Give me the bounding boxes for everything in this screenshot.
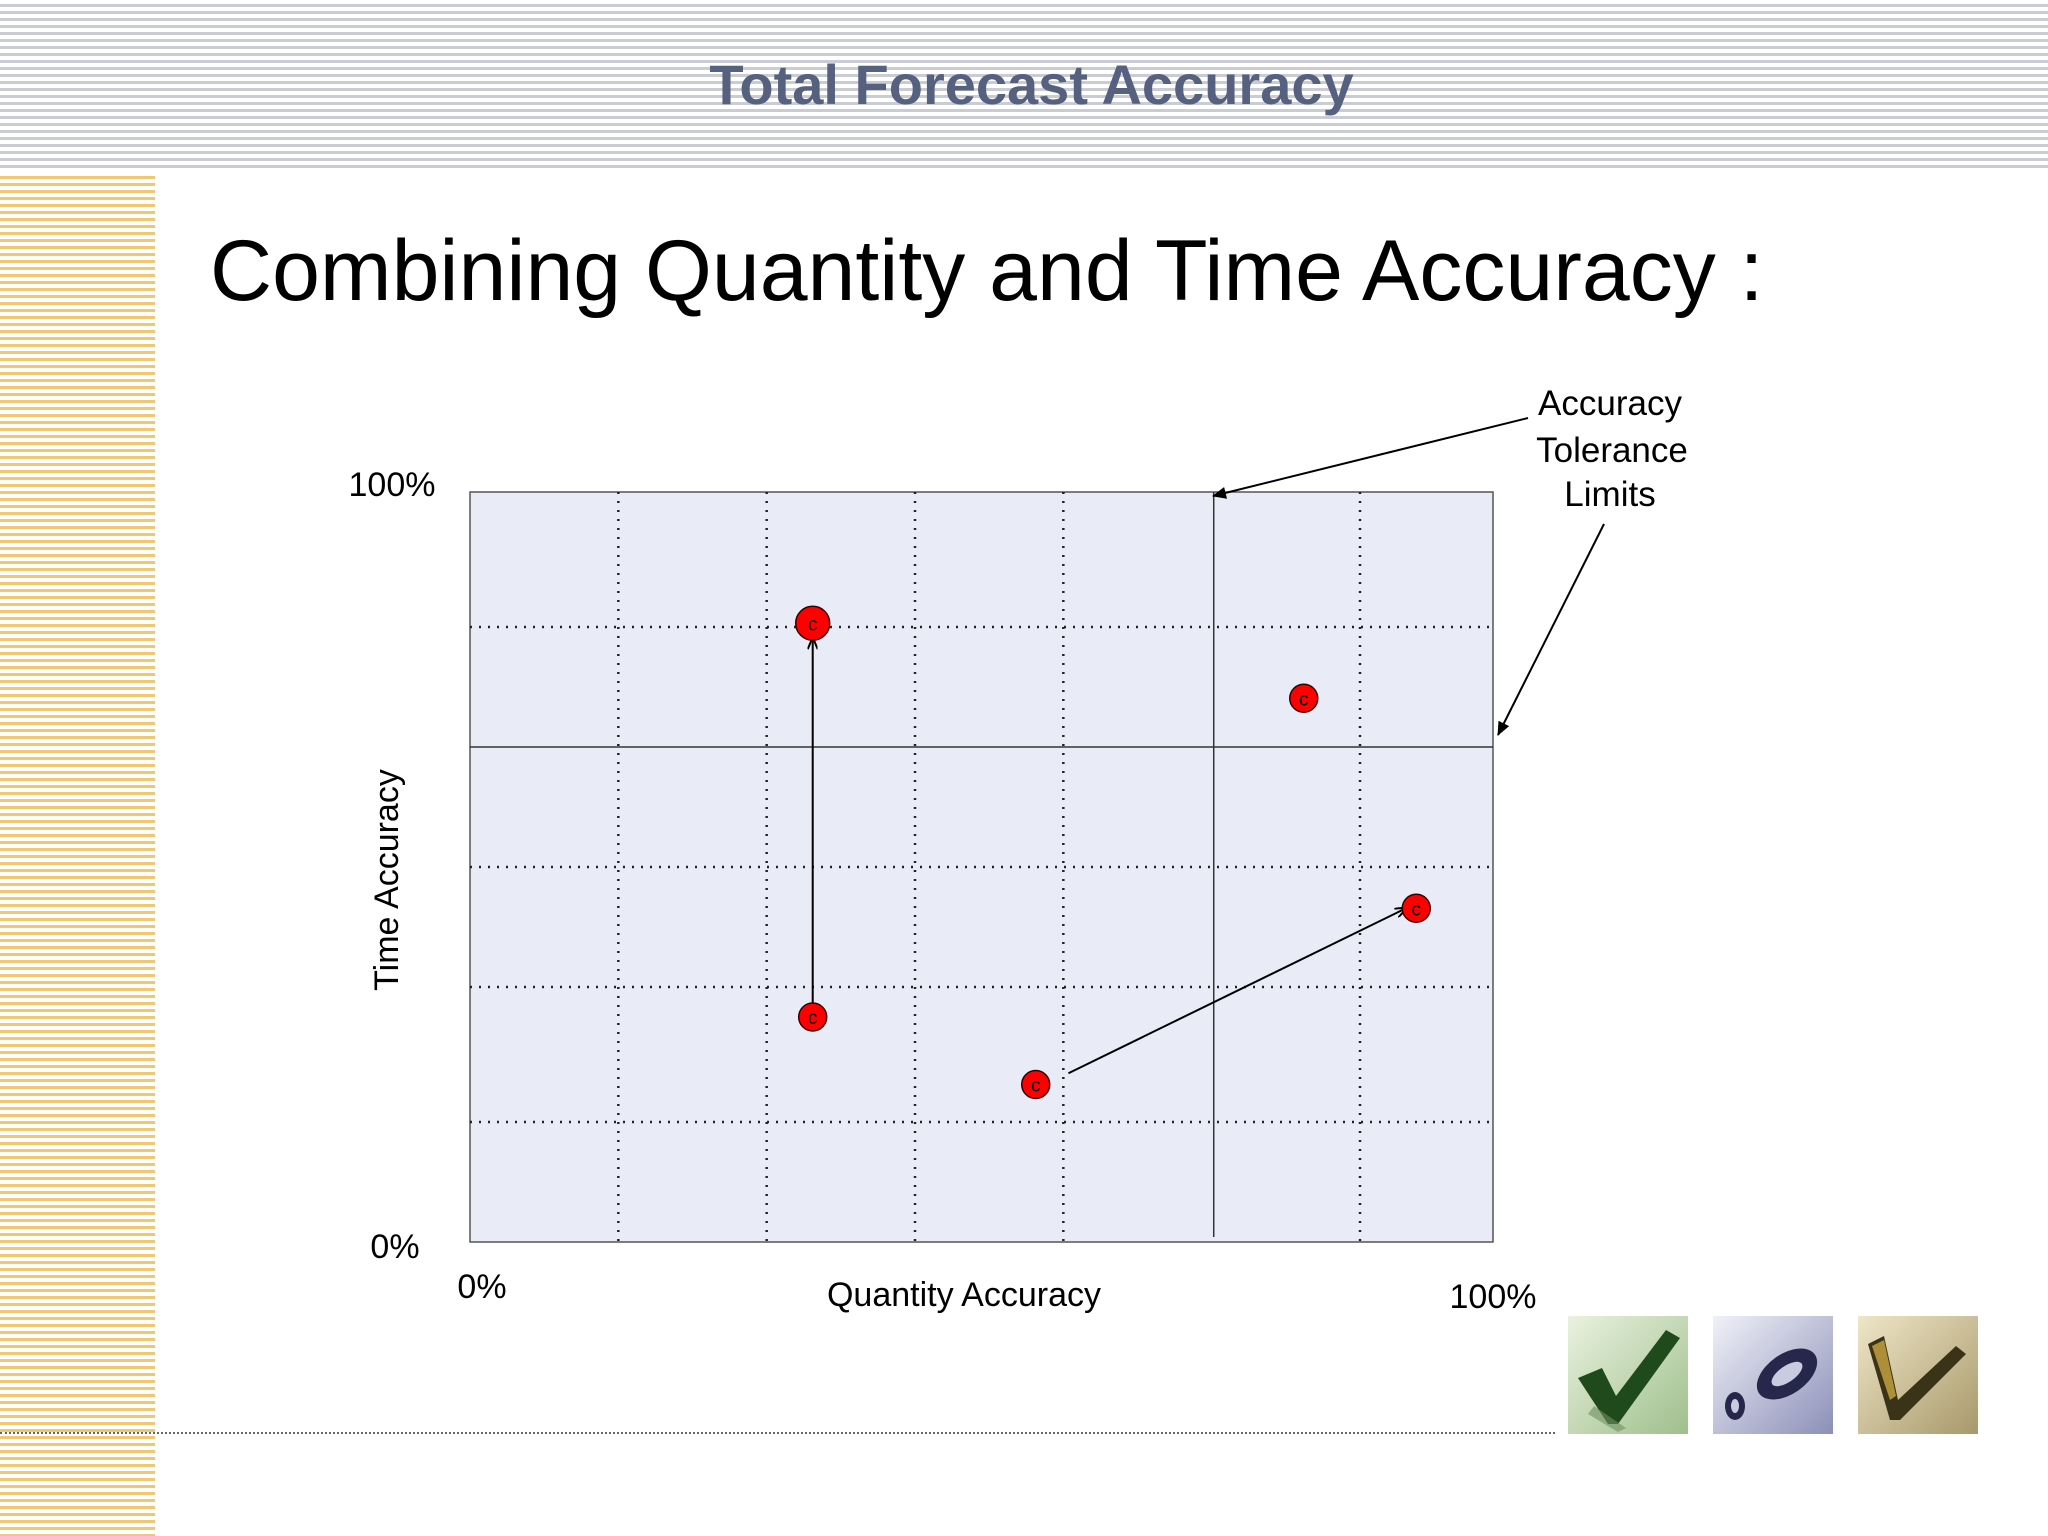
header-title: Total Forecast Accuracy	[709, 53, 1354, 116]
blue-zero-mark-icon	[1713, 1316, 1833, 1434]
axis-ticks: 100% 0% 0% 100%	[349, 466, 1537, 1316]
y-axis-label: Time Accuracy	[368, 769, 406, 991]
data-point-2: c	[1288, 683, 1319, 713]
data-point-0: c	[794, 605, 831, 641]
data-point-label-4: c	[1412, 899, 1422, 920]
green-checkmark-icon	[1568, 1316, 1688, 1434]
annotation-line-1: Accuracy	[1538, 384, 1682, 423]
bottom-dotted-rule	[0, 1432, 1555, 1434]
plot-area	[469, 491, 1494, 1243]
movement-arrow-1	[1068, 908, 1406, 1075]
data-point-4: c	[1401, 893, 1432, 923]
x-tick-right: 100%	[1450, 1278, 1537, 1316]
header-stripe-band	[0, 0, 2048, 172]
y-tick-top: 100%	[349, 466, 436, 504]
data-point-label-2: c	[1299, 689, 1309, 710]
data-points: c c c c c	[794, 605, 1432, 1100]
data-point-1: c	[797, 1002, 828, 1032]
data-point-3: c	[1020, 1069, 1051, 1100]
x-tick-left: 0%	[457, 1268, 506, 1306]
data-point-label-0: c	[808, 614, 818, 635]
annotation-arrow-top	[1212, 417, 1529, 499]
annotation-line-3: Limits	[1564, 475, 1655, 514]
annotation-arrow-side	[1497, 523, 1605, 736]
gold-checkmark-icon	[1858, 1316, 1978, 1434]
side-stripe-band	[0, 172, 155, 1536]
data-point-label-1: c	[808, 1008, 818, 1029]
annotation-line-2: Tolerance	[1536, 431, 1688, 470]
data-point-label-3: c	[1031, 1076, 1041, 1097]
tolerance-limit-lines	[470, 492, 1493, 1237]
tolerance-annotation: Accuracy Tolerance Limits	[1212, 384, 1688, 736]
x-axis-label: Quantity Accuracy	[827, 1276, 1101, 1314]
movement-arrows	[813, 638, 1406, 1075]
slide-title: Combining Quantity and Time Accuracy :	[210, 223, 1764, 319]
y-tick-bottom: 0%	[370, 1228, 419, 1266]
